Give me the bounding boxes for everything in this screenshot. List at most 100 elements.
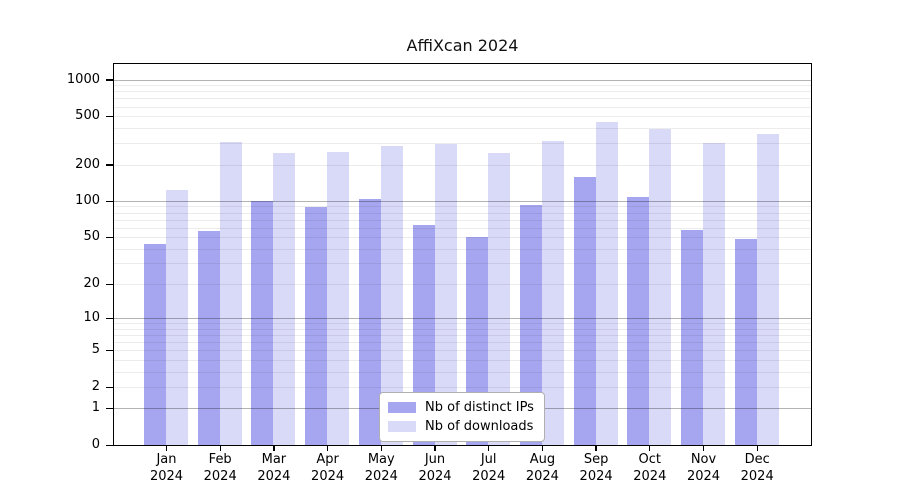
x-tick-mark-oct [649, 445, 651, 451]
legend-swatch-downloads [388, 421, 416, 432]
x-tick-month-sep: Sep [583, 452, 609, 467]
x-tick-label-mar: Mar 2024 [243, 451, 305, 485]
gridline-major-100 [114, 200, 811, 202]
gridline-minor-500 [114, 116, 811, 118]
x-tick-label-sep: Sep 2024 [565, 451, 627, 485]
gridline-minor-90 [114, 206, 811, 208]
gridline-minor-20 [114, 284, 811, 285]
legend-label-downloads: Nb of downloads [425, 419, 534, 434]
y-tick-mark-5 [106, 350, 113, 352]
x-tick-mark-nov [702, 445, 705, 451]
x-tick-year-aug: 2024 [525, 469, 559, 484]
y-tick-label-10: 10 [83, 310, 100, 326]
x-tick-year-may: 2024 [364, 469, 398, 484]
legend-entry-downloads: Nb of downloads [388, 417, 534, 436]
bar-distinct-ips-oct [627, 196, 650, 445]
gridline-minor-5 [114, 350, 811, 352]
y-tick-label-1: 1 [91, 400, 100, 416]
y-tick-label-200: 200 [75, 156, 100, 172]
x-tick-label-oct: Oct 2024 [619, 451, 681, 485]
x-tick-year-mar: 2024 [257, 469, 291, 484]
bar-downloads-oct [649, 129, 672, 445]
x-tick-month-oct: Oct [638, 452, 662, 467]
x-tick-year-feb: 2024 [203, 469, 237, 484]
x-tick-month-feb: Feb [208, 452, 232, 467]
bar-downloads-may [380, 146, 403, 445]
bar-distinct-ips-aug [519, 204, 542, 445]
x-tick-year-dec: 2024 [740, 469, 774, 484]
bar-downloads-feb [219, 142, 242, 445]
x-tick-mark-sep [595, 445, 597, 451]
x-tick-mark-may [380, 445, 382, 451]
x-tick-label-feb: Feb 2024 [189, 451, 251, 485]
bar-distinct-ips-nov [681, 230, 703, 445]
gridline-minor-70 [114, 219, 811, 221]
legend: Nb of distinct IPs Nb of downloads [379, 392, 545, 442]
bar-distinct-ips-feb [197, 231, 220, 445]
y-tick-mark-10 [106, 318, 113, 320]
x-tick-label-nov: Nov 2024 [673, 451, 735, 485]
x-tick-year-apr: 2024 [311, 469, 345, 484]
gridline-minor-9 [114, 323, 811, 325]
bar-downloads-aug [541, 140, 564, 445]
bar-distinct-ips-mar [251, 201, 274, 445]
x-tick-year-jun: 2024 [418, 469, 452, 484]
gridline-minor-30 [114, 263, 811, 265]
y-tick-mark-20 [106, 283, 113, 286]
gridline-minor-6 [114, 342, 811, 344]
gridline-minor-60 [114, 227, 811, 229]
bar-downloads-jan [166, 189, 188, 445]
y-tick-label-500: 500 [75, 108, 100, 124]
x-tick-month-apr: Apr [316, 452, 339, 467]
x-tick-mark-mar [273, 445, 275, 451]
x-tick-label-apr: Apr 2024 [297, 451, 359, 485]
gridline-minor-4 [114, 359, 811, 361]
gridline-minor-400 [114, 127, 811, 129]
chart-title: AffiXcan 2024 [406, 36, 519, 55]
y-tick-label-5: 5 [91, 342, 100, 358]
bar-distinct-ips-apr [305, 207, 328, 445]
y-tick-mark-200 [106, 164, 113, 166]
x-tick-month-aug: Aug [529, 452, 556, 467]
gridline-minor-8 [114, 328, 811, 330]
y-tick-label-20: 20 [83, 276, 100, 291]
x-tick-year-jan: 2024 [149, 469, 184, 484]
y-tick-mark-0 [106, 444, 113, 447]
legend-entry-distinct-ips: Nb of distinct IPs [388, 398, 534, 417]
x-tick-mark-aug [541, 445, 544, 451]
bar-distinct-ips-sep [573, 177, 596, 445]
gridline-major-10 [114, 318, 811, 320]
y-tick-mark-1 [106, 408, 113, 410]
x-tick-mark-jul [488, 445, 490, 451]
x-tick-label-dec: Dec 2024 [726, 451, 788, 485]
y-tick-mark-1000 [106, 79, 113, 81]
bar-downloads-dec [756, 134, 779, 445]
bar-distinct-ips-dec [734, 239, 757, 445]
x-tick-label-may: May 2024 [350, 451, 412, 485]
bar-downloads-sep [595, 122, 618, 445]
x-tick-label-jun: Jun 2024 [404, 451, 466, 485]
gridline-minor-7 [114, 335, 811, 336]
x-tick-label-jul: Jul 2024 [458, 451, 520, 485]
x-tick-year-oct: 2024 [633, 469, 667, 484]
legend-label-distinct-ips: Nb of distinct IPs [425, 400, 534, 415]
bar-distinct-ips-jan [144, 243, 166, 445]
bar-downloads-apr [327, 152, 350, 445]
gridline-minor-700 [114, 98, 811, 100]
x-tick-month-jul: Jul [480, 452, 497, 467]
gridline-minor-3 [114, 371, 811, 373]
y-tick-mark-500 [106, 116, 113, 118]
bar-downloads-jul [488, 153, 511, 445]
y-tick-label-2: 2 [91, 378, 100, 394]
gridline-minor-900 [114, 85, 811, 87]
x-tick-mark-dec [756, 445, 758, 451]
bar-distinct-ips-jun [412, 225, 435, 445]
gridline-minor-600 [114, 106, 811, 108]
gridline-minor-200 [114, 164, 811, 166]
x-tick-mark-jun [434, 445, 436, 451]
x-tick-year-nov: 2024 [686, 469, 721, 484]
y-tick-label-50: 50 [83, 229, 100, 244]
gridline-minor-2 [114, 386, 811, 388]
gridline-major-1000 [114, 79, 811, 81]
